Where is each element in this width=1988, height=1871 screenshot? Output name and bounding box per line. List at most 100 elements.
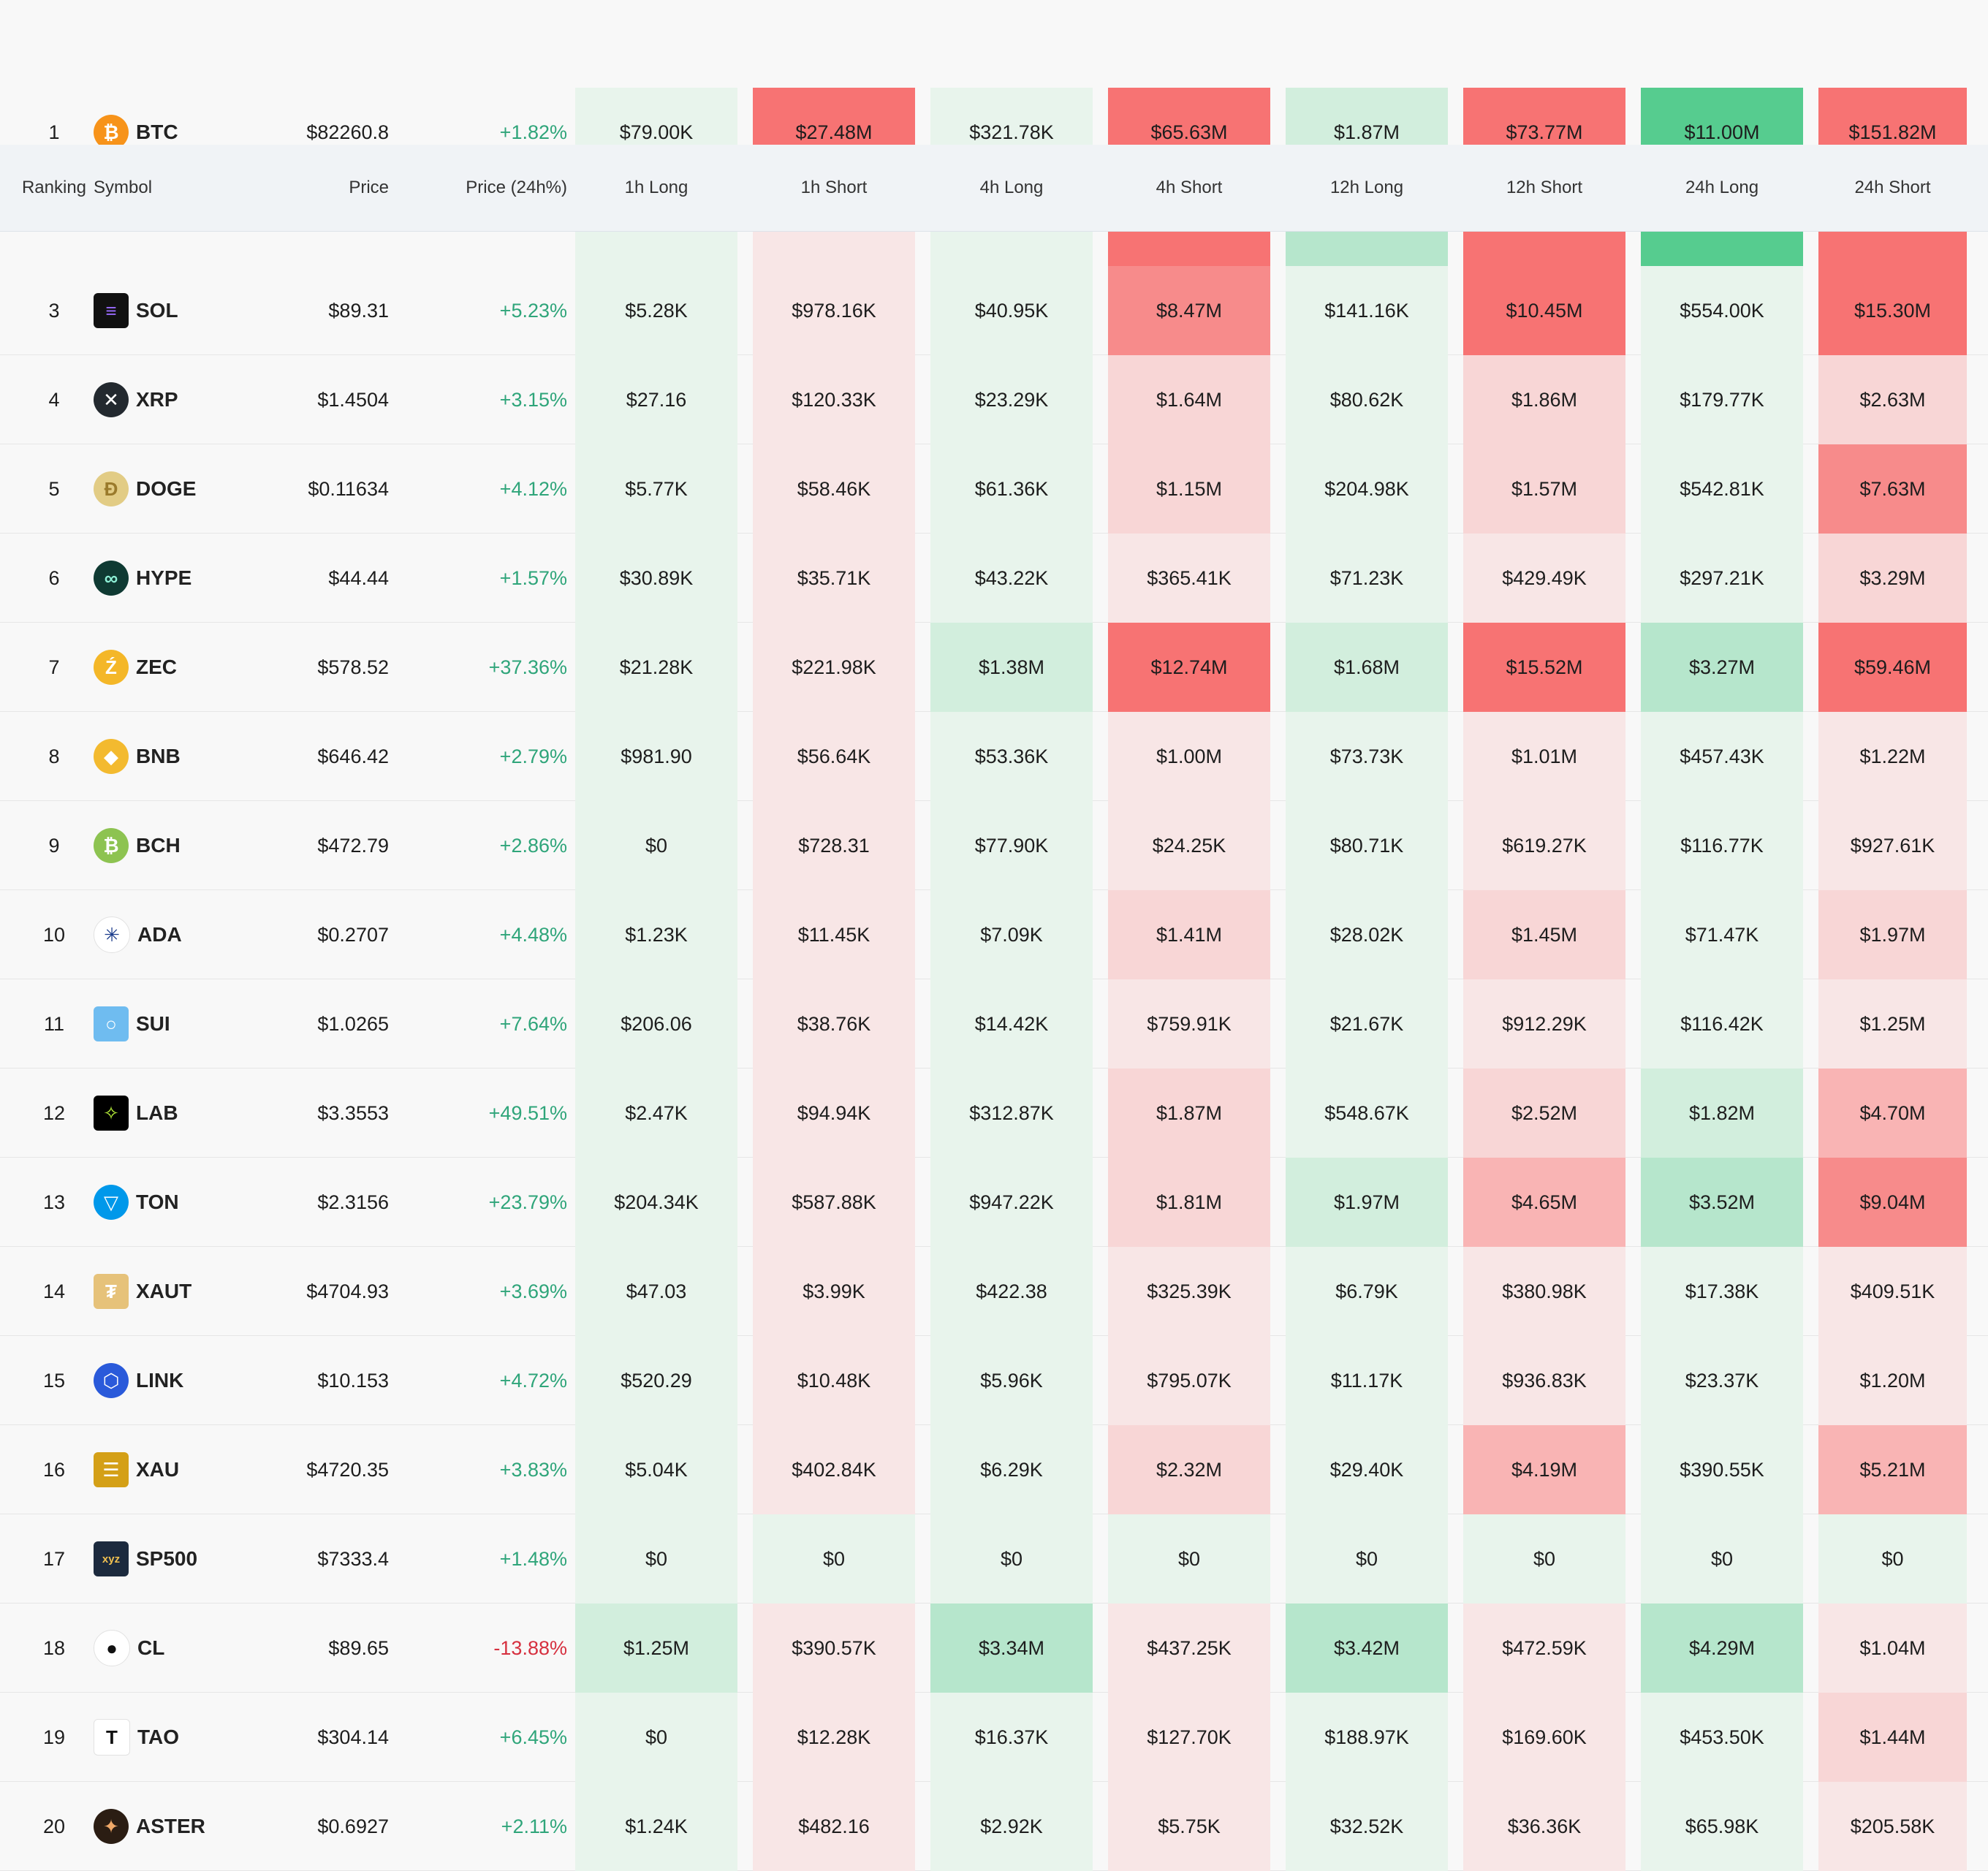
liquidation-value-cell: $1.20M	[1818, 1336, 1967, 1425]
symbol-cell[interactable]: ☰ XAU	[94, 1425, 262, 1514]
liquidation-value-cell: $4.65M	[1463, 1158, 1625, 1247]
liquidation-value-cell: $1.15M	[1108, 444, 1270, 534]
table-row[interactable]: $1.25M $390.57K $3.34M $437.25K $3.42M $472.5…	[0, 1604, 1988, 1693]
table-row[interactable]: $981.90 $56.64K $53.36K $1.00M $73.73K $1.01M…	[0, 712, 1988, 801]
header-symbol[interactable]: Symbol	[94, 178, 153, 197]
table-row[interactable]: $21.28K $221.98K $1.38M $12.74M $1.68M $15.52…	[0, 623, 1988, 712]
liquidation-value-cell: $8.47M	[1108, 266, 1270, 355]
symbol-cell[interactable]: ∞ HYPE	[94, 534, 262, 623]
bitcoin-cash-icon: ₿	[94, 828, 129, 863]
table-row[interactable]: $1.23K $11.45K $7.09K $1.41M $28.02K $1.45M $7…	[0, 890, 1988, 979]
price-change-value: +3.83%	[499, 1458, 567, 1481]
symbol-cell[interactable]: ● CL	[94, 1604, 262, 1693]
table-row[interactable]: $5.77K $58.46K $61.36K $1.15M $204.98K $1.57M…	[0, 444, 1988, 534]
liquidation-value-cell: $15.52M	[1463, 623, 1625, 712]
liquidation-value-cell: $204.34K	[575, 1158, 737, 1247]
table-row[interactable]: $204.34K $587.88K $947.22K $1.81M $1.97M $4.6…	[0, 1158, 1988, 1247]
liquidation-value-cell: $422.38	[930, 1247, 1093, 1336]
table-row[interactable]	[0, 177, 1988, 266]
header-4h-long[interactable]: 4h Long	[979, 178, 1044, 197]
rank-number: 7	[48, 656, 60, 678]
table-row[interactable]: $1.24K $482.16 $2.92K $5.75K $32.52K $36.36K $…	[0, 1782, 1988, 1871]
rank-number: 19	[42, 1726, 66, 1748]
symbol-cell[interactable]: ✕ XRP	[94, 355, 262, 444]
table-row[interactable]: $0 $0 $0 $0 $0 $0 $0 $0 17 xyz SP500 $7333.4 +1.48%	[0, 1514, 1988, 1604]
liquidation-value-cell: $53.36K	[930, 712, 1093, 801]
symbol-cell[interactable]: T TAO	[94, 1693, 262, 1782]
liquidation-value-cell: $0	[1108, 1514, 1270, 1604]
table-row[interactable]: $520.29 $10.48K $5.96K $795.07K $11.17K $936.…	[0, 1336, 1988, 1425]
table-row[interactable]: $27.16 $120.33K $23.29K $1.64M $80.62K $1.86M…	[0, 355, 1988, 444]
header-1h-long[interactable]: 1h Long	[624, 178, 688, 197]
header-12h-long[interactable]: 12h Long	[1329, 178, 1404, 197]
table-row[interactable]: $79.00K $27.48M $321.78K $65.63M $1.87M $73.7…	[0, 88, 1988, 145]
header-ranking[interactable]: Ranking	[21, 178, 87, 197]
liquidation-value-cell: $10.48K	[753, 1336, 915, 1425]
table-row[interactable]: $0 $728.31 $77.90K $24.25K $80.71K $619.27K $1…	[0, 801, 1988, 890]
price-value: $1.4504	[317, 388, 389, 411]
liquidation-value-cell: $472.59K	[1463, 1604, 1625, 1693]
symbol-cell[interactable]: ⬡ LINK	[94, 1336, 262, 1425]
liquidation-value-cell: $5.96K	[930, 1336, 1093, 1425]
symbol-cell[interactable]: ₿ BCH	[94, 801, 262, 890]
symbol-cell[interactable]: ₮ XAUT	[94, 1247, 262, 1336]
liquidation-value-cell: $40.95K	[930, 266, 1093, 355]
liquidation-value-cell: $1.24K	[575, 1782, 737, 1871]
table-row[interactable]: $5.04K $402.84K $6.29K $2.32M $29.40K $4.19M $…	[0, 1425, 1988, 1514]
price-value: $578.52	[317, 656, 389, 678]
price-value: $89.31	[328, 299, 389, 322]
table-row[interactable]: $30.89K $35.71K $43.22K $365.41K $71.23K $429…	[0, 534, 1988, 623]
liquidation-value-cell: $5.77K	[575, 444, 737, 534]
symbol-cell[interactable]: ₿ BTC	[94, 88, 262, 145]
liquidation-value-cell: $365.41K	[1108, 534, 1270, 623]
symbol-cell[interactable]: Ð DOGE	[94, 444, 262, 534]
symbol-cell[interactable]: ≡ SOL	[94, 266, 262, 355]
symbol-cell[interactable]: ✦ ASTER	[94, 1782, 262, 1871]
table-row[interactable]: $2.47K $94.94K $312.87K $1.87M $548.67K $2.52…	[0, 1069, 1988, 1158]
header-24h-long[interactable]: 24h Long	[1685, 178, 1759, 197]
symbol-label: ASTER	[136, 1815, 205, 1837]
liquidation-value-cell: $127.70K	[1108, 1693, 1270, 1782]
header-12h-short[interactable]: 12h Short	[1506, 178, 1583, 197]
sui-icon: ○	[94, 1006, 129, 1041]
liquidation-value-cell: $59.46M	[1818, 623, 1967, 712]
table-row[interactable]: $5.28K $978.16K $40.95K $8.47M $141.16K $10.4…	[0, 266, 1988, 355]
liquidation-value-cell: $437.25K	[1108, 1604, 1270, 1693]
liquidation-value-cell: $3.34M	[930, 1604, 1093, 1693]
hype-icon: ∞	[94, 561, 129, 596]
header-1h-short[interactable]: 1h Short	[800, 178, 868, 197]
symbol-cell[interactable]: ✳ ADA	[94, 890, 262, 979]
symbol-cell[interactable]: ✧ LAB	[94, 1069, 262, 1158]
symbol-cell[interactable]: ▽ TON	[94, 1158, 262, 1247]
liquidation-value-cell: $2.63M	[1818, 355, 1967, 444]
header-4h-short[interactable]: 4h Short	[1156, 178, 1223, 197]
doge-icon: Ð	[94, 471, 129, 506]
liquidation-value-cell: $5.28K	[575, 266, 737, 355]
symbol-cell[interactable]: xyz SP500	[94, 1514, 262, 1604]
liquidation-value-cell: $1.23K	[575, 890, 737, 979]
liquidation-value-cell: $71.47K	[1641, 890, 1803, 979]
liquidation-value-cell: $759.91K	[1108, 979, 1270, 1069]
table-row[interactable]: $47.03 $3.99K $422.38 $325.39K $6.79K $380.98…	[0, 1247, 1988, 1336]
table-header: Ranking Symbol Price Price (24h%) 1h Lon…	[0, 145, 1988, 232]
rank-number: 9	[48, 834, 60, 857]
header-price-change[interactable]: Price (24h%)	[466, 178, 567, 197]
price-value: $646.42	[317, 745, 389, 767]
liquidation-value-cell: $32.52K	[1286, 1782, 1448, 1871]
price-change-value: +49.51%	[488, 1101, 567, 1124]
liquidation-value-cell: $587.88K	[753, 1158, 915, 1247]
symbol-cell[interactable]: ○ SUI	[94, 979, 262, 1069]
symbol-cell[interactable]: ◆ BNB	[94, 712, 262, 801]
price-change-value: +4.12%	[499, 477, 567, 500]
liquidation-value-cell: $4.19M	[1463, 1425, 1625, 1514]
symbol-label: LINK	[136, 1369, 184, 1392]
rank-number: 10	[42, 923, 66, 946]
table-row[interactable]: $206.06 $38.76K $14.42K $759.91K $21.67K $912…	[0, 979, 1988, 1069]
liquidation-value-cell: $3.52M	[1641, 1158, 1803, 1247]
liquidation-value-cell: $0	[575, 1693, 737, 1782]
header-24h-short[interactable]: 24h Short	[1854, 178, 1931, 197]
header-price[interactable]: Price	[349, 178, 389, 197]
symbol-cell[interactable]: Ź ZEC	[94, 623, 262, 712]
table-row[interactable]: $0 $12.28K $16.37K $127.70K $188.97K $169.60K…	[0, 1693, 1988, 1782]
price-value: $4720.35	[306, 1458, 389, 1481]
